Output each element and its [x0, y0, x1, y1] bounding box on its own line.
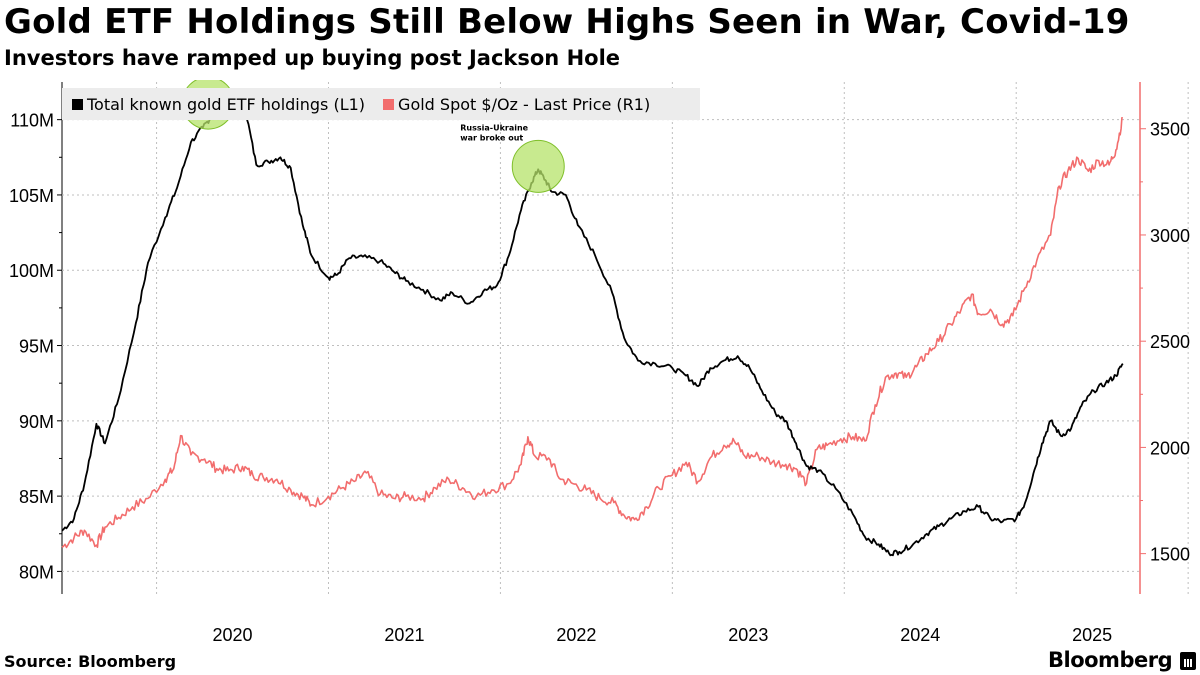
- right-tick-label: 3000: [1150, 226, 1190, 246]
- right-tick-label: 1500: [1150, 545, 1190, 565]
- left-tick-label: 110M: [10, 111, 54, 131]
- x-tick-label: 2022: [556, 625, 596, 645]
- right-tick-label: 3500: [1150, 120, 1190, 140]
- right-tick-label: 2000: [1150, 438, 1190, 458]
- annotation-label: Russia-Ukraine: [460, 123, 528, 132]
- x-tick-label: 2024: [900, 625, 940, 645]
- gold-spot-line: [61, 117, 1124, 549]
- left-tick-label: 90M: [19, 412, 54, 432]
- x-tick-label: 2020: [213, 625, 253, 645]
- x-tick-label: 2021: [384, 625, 424, 645]
- left-tick-label: 100M: [9, 261, 54, 281]
- right-tick-label: 2500: [1150, 332, 1190, 352]
- line-chart: 2020 2021 2022 2023 2024 2025 80M 85M 90M 95M 100M…: [9, 80, 1190, 645]
- left-tick-label: 85M: [19, 487, 54, 507]
- left-tick-label: 95M: [19, 337, 54, 357]
- bloomberg-logo: Bloomberg: [1048, 648, 1173, 672]
- etf-holdings-line: [61, 100, 1124, 557]
- bloomberg-chart-icon: [1180, 652, 1196, 670]
- legend-item-gold: Gold Spot $/Oz - Last Price (R1): [383, 95, 650, 114]
- legend-label-etf: Total known gold ETF holdings (L1): [87, 94, 366, 114]
- legend-swatch-gold: [383, 98, 395, 110]
- legend-label-gold: Gold Spot $/Oz - Last Price (R1): [398, 94, 651, 114]
- source-note: Source: Bloomberg: [4, 652, 177, 671]
- left-tick-label: 105M: [9, 186, 54, 206]
- chart-subtitle: Investors have ramped up buying post Jac…: [4, 46, 621, 70]
- chart-title: Gold ETF Holdings Still Below Highs Seen…: [4, 2, 1130, 42]
- chart-legend: Total known gold ETF holdings (L1) Gold …: [62, 88, 700, 120]
- annotation-label: war broke out: [460, 133, 523, 142]
- legend-item-etf: Total known gold ETF holdings (L1): [72, 95, 365, 114]
- x-tick-label: 2023: [728, 625, 768, 645]
- left-tick-label: 80M: [19, 562, 54, 582]
- x-tick-label: 2025: [1072, 625, 1112, 645]
- annotation-highlight-circle: [511, 139, 565, 193]
- legend-swatch-etf: [72, 98, 83, 110]
